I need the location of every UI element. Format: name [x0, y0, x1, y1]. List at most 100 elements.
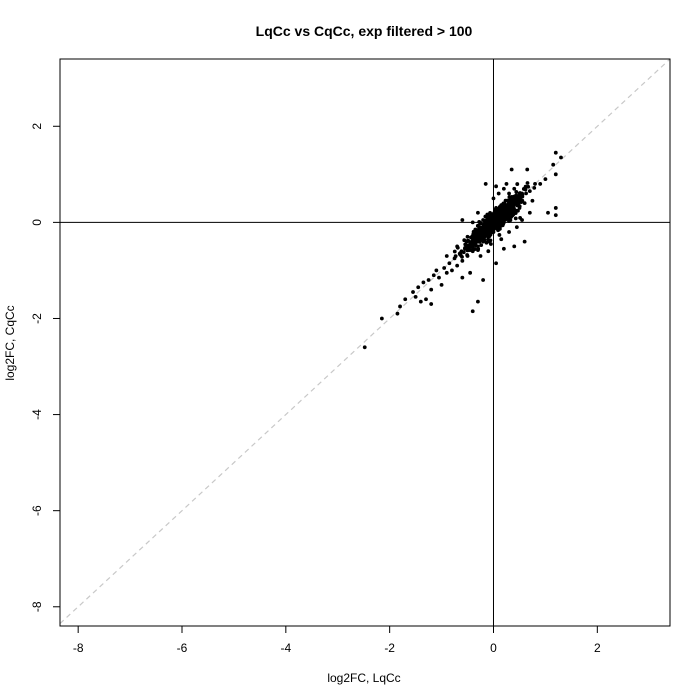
- data-point: [465, 234, 470, 239]
- data-point: [470, 249, 475, 254]
- data-point: [509, 195, 514, 199]
- data-point: [444, 254, 449, 258]
- data-point: [514, 189, 519, 194]
- data-point: [509, 167, 514, 172]
- y-tick-label: 0: [30, 219, 44, 226]
- data-point: [488, 210, 492, 215]
- data-point: [465, 243, 469, 248]
- data-point: [429, 287, 434, 292]
- x-tick-label: -6: [177, 641, 188, 655]
- data-point: [464, 239, 469, 244]
- data-point: [403, 297, 408, 302]
- data-point: [525, 181, 530, 185]
- data-point: [426, 278, 431, 282]
- diagonal-reference-line: [60, 59, 670, 625]
- data-point: [514, 193, 519, 198]
- data-point: [507, 191, 511, 196]
- data-point: [460, 254, 464, 259]
- data-point: [505, 198, 510, 203]
- data-point: [524, 191, 528, 196]
- data-point: [468, 242, 473, 246]
- data-point: [455, 263, 460, 268]
- y-tick-label: -6: [30, 505, 44, 516]
- data-point: [487, 215, 492, 220]
- data-point: [491, 213, 496, 218]
- data-point: [471, 243, 476, 247]
- data-point: [418, 299, 423, 304]
- data-point: [421, 280, 426, 285]
- plot-frame: [59, 58, 671, 627]
- x-axis-label: log2FC, LqCc: [327, 671, 400, 685]
- data-point: [484, 219, 488, 224]
- data-point: [481, 278, 486, 282]
- data-point: [514, 198, 519, 203]
- data-point: [501, 246, 506, 251]
- data-point: [553, 172, 558, 177]
- data-point: [501, 220, 506, 225]
- data-point: [512, 186, 517, 191]
- data-point: [525, 167, 530, 172]
- data-point: [496, 228, 500, 233]
- data-point: [483, 182, 488, 186]
- data-point: [494, 218, 498, 222]
- plot-content: [60, 59, 670, 626]
- data-point: [520, 194, 524, 198]
- data-point: [513, 216, 518, 221]
- data-point: [559, 155, 563, 160]
- data-point: [460, 258, 465, 263]
- data-point: [431, 273, 436, 278]
- data-point: [379, 316, 384, 321]
- data-point: [444, 270, 449, 275]
- data-point: [488, 222, 493, 227]
- data-point: [553, 150, 558, 155]
- data-point: [490, 217, 495, 222]
- data-point: [532, 185, 537, 190]
- x-tick-label: -4: [280, 641, 291, 655]
- data-point: [498, 206, 502, 211]
- data-point: [486, 234, 491, 239]
- data-point: [517, 206, 522, 210]
- data-point: [476, 299, 480, 304]
- data-point: [439, 282, 444, 287]
- data-point: [476, 210, 480, 215]
- data-point: [463, 246, 467, 251]
- data-point: [470, 309, 475, 314]
- y-tick-label: -2: [30, 313, 44, 324]
- data-point: [488, 242, 493, 246]
- data-point: [483, 214, 488, 219]
- data-point: [491, 196, 496, 201]
- data-point: [411, 290, 415, 294]
- data-point: [486, 249, 491, 254]
- data-point: [507, 207, 512, 212]
- data-point: [416, 285, 421, 290]
- data-point: [477, 225, 482, 230]
- data-point: [469, 235, 474, 240]
- data-point: [491, 230, 496, 234]
- data-point: [478, 220, 482, 225]
- data-point: [502, 201, 506, 206]
- data-point: [508, 199, 513, 204]
- data-point: [507, 215, 511, 220]
- data-point: [481, 218, 486, 222]
- data-point: [437, 275, 441, 280]
- data-point: [478, 254, 483, 258]
- data-point: [504, 204, 509, 209]
- y-tick-label: -8: [30, 601, 44, 612]
- data-point: [476, 248, 480, 252]
- data-point: [512, 210, 517, 215]
- data-point: [460, 218, 465, 222]
- data-point: [465, 254, 470, 258]
- data-point: [504, 182, 509, 186]
- data-point: [507, 219, 511, 224]
- data-point: [543, 177, 548, 182]
- data-point: [434, 268, 439, 273]
- data-point: [495, 221, 500, 226]
- data-point: [496, 225, 501, 230]
- data-point: [398, 304, 402, 309]
- data-point: [522, 239, 527, 244]
- data-point: [481, 239, 486, 244]
- y-tick-label: 2: [30, 123, 44, 130]
- data-point: [485, 223, 490, 228]
- data-point: [489, 227, 494, 232]
